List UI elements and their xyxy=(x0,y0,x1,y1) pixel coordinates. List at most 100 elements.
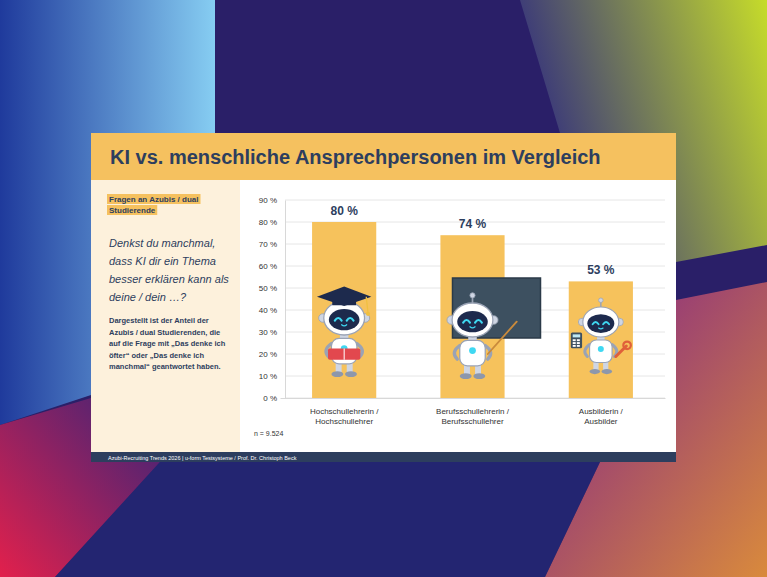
y-tick-label: 10 % xyxy=(259,372,277,381)
y-tick-label: 80 % xyxy=(259,218,277,227)
y-tick-label: 0 % xyxy=(263,394,277,403)
question-tag: Fragen an Azubis / dualStudierende xyxy=(107,194,201,215)
robot-part xyxy=(366,312,370,316)
x-tick-label: Berufsschullehrerin /Berufsschullehrer xyxy=(436,407,510,426)
robot-part xyxy=(623,342,631,350)
robot-part xyxy=(460,373,472,379)
robot-part xyxy=(345,371,357,377)
robot-part xyxy=(331,371,343,377)
text-line: deine / dein …? xyxy=(109,291,187,303)
bars xyxy=(312,222,633,398)
robot-part xyxy=(599,298,604,303)
robot-part xyxy=(599,327,604,329)
y-axis-line xyxy=(285,201,286,399)
x-tick: Berufsschullehrerin /Berufsschullehrer xyxy=(436,398,510,426)
robot xyxy=(317,287,371,378)
chart-canvas: KI vs. menschliche Ansprechpersonen im V… xyxy=(0,0,767,577)
tag-highlight xyxy=(107,205,157,215)
card-footer xyxy=(91,452,676,462)
robot-part xyxy=(342,325,347,326)
background-shape xyxy=(55,462,600,577)
text-line: Denkst du manchmal, xyxy=(109,237,215,249)
robot xyxy=(571,298,631,374)
robot-part xyxy=(469,347,476,354)
text-line: Ausbilderin / xyxy=(579,407,624,416)
bar xyxy=(569,281,633,398)
robot-part xyxy=(328,349,360,360)
robot-part xyxy=(475,320,482,323)
bar xyxy=(440,235,504,398)
background xyxy=(0,0,767,577)
robot-part xyxy=(347,318,354,321)
robot-part xyxy=(457,311,488,332)
robot-part xyxy=(329,309,360,330)
text-line: Hochschullehrer xyxy=(315,417,373,426)
robot-part xyxy=(470,293,475,298)
x-axis: Hochschullehrerin /Hochschullehrer Berufs… xyxy=(281,398,666,426)
y-tick: 20 % xyxy=(259,350,285,359)
text-line: manchmal“ geantwortet haben. xyxy=(109,362,221,371)
robot-part xyxy=(602,369,613,374)
y-tick: 90 % xyxy=(259,196,285,205)
y-tick-label: 90 % xyxy=(259,196,277,205)
text-line: Hochschullehrerin / xyxy=(310,407,379,416)
robot-part xyxy=(571,333,582,349)
robot-part xyxy=(454,346,459,360)
robot-part xyxy=(366,297,368,313)
grid-line xyxy=(285,200,665,201)
robot-part xyxy=(573,345,576,347)
x-axis-line xyxy=(281,398,666,399)
y-tick-label: 40 % xyxy=(259,306,277,315)
y-tick-label: 30 % xyxy=(259,328,277,337)
data-label: 74 % xyxy=(459,217,487,231)
robot-part xyxy=(571,333,582,349)
robot-part xyxy=(488,322,517,354)
robot-part xyxy=(577,345,580,347)
data-labels: 80 %74 %53 % xyxy=(330,204,614,277)
y-tick: 70 % xyxy=(259,240,285,249)
robot-part xyxy=(344,349,345,360)
robot-part xyxy=(598,346,604,352)
robot-part xyxy=(460,340,486,366)
x-tick: Ausbilderin /Ausbilder xyxy=(579,398,624,426)
robot-part xyxy=(324,301,365,335)
robot-part xyxy=(590,340,613,363)
y-tick: 40 % xyxy=(259,306,285,315)
text-line: dass KI dir ein Thema xyxy=(109,255,216,267)
robot-part xyxy=(573,342,576,344)
y-axis: 0 % 10 % 20 % 30 % 40 % 50 % 60 % 70 % 80 % 90 % xyxy=(259,196,286,403)
robot-part xyxy=(583,307,619,337)
robot-part xyxy=(587,314,614,333)
source-text: Azubi-Recruiting Trends 2026 | u-form Te… xyxy=(108,455,297,461)
text-line: Dargestellt ist der Anteil der xyxy=(109,316,209,325)
text-line: Studierende xyxy=(109,206,156,215)
robot-part xyxy=(473,373,485,379)
robot-part xyxy=(452,303,493,337)
text-line: besser erklären kann als xyxy=(109,273,229,285)
question-text: Denkst du manchmal, dass KI dir ein Thema… xyxy=(109,237,229,303)
y-tick: 80 % xyxy=(259,218,285,227)
bar xyxy=(312,222,376,398)
robot xyxy=(447,293,517,379)
y-tick-label: 20 % xyxy=(259,350,277,359)
robot-part xyxy=(577,342,580,344)
robot-part xyxy=(470,327,475,328)
y-tick: 50 % xyxy=(259,284,285,293)
chart-title: KI vs. menschliche Ansprechpersonen im V… xyxy=(110,146,601,168)
background-fill xyxy=(0,0,767,577)
x-tick-label: Ausbilderin /Ausbilder xyxy=(579,407,624,426)
x-tick-label: Hochschullehrerin /Hochschullehrer xyxy=(310,407,379,426)
side-panel xyxy=(91,180,240,452)
card-header xyxy=(91,133,676,180)
data-label: 53 % xyxy=(587,263,615,277)
text-line: Azubis / dual Studierenden, die xyxy=(109,328,220,337)
robot-part xyxy=(573,334,581,337)
y-tick: 10 % xyxy=(259,372,285,381)
robot-part xyxy=(463,320,470,323)
text-line: Berufsschullehrerin / xyxy=(436,407,510,416)
robot-part xyxy=(603,322,609,324)
robot-part xyxy=(590,369,601,374)
y-tick: 60 % xyxy=(259,262,285,271)
grid xyxy=(285,200,665,398)
robot-part xyxy=(317,287,371,307)
